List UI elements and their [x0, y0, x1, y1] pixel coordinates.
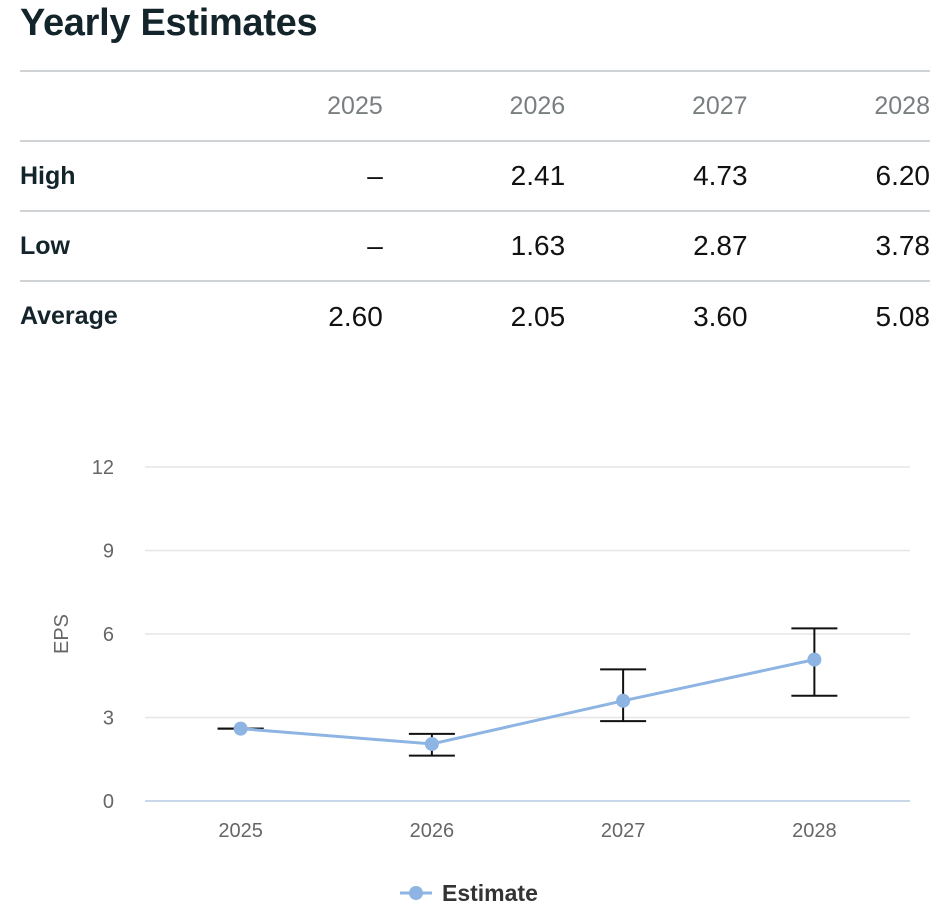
series-layer	[233, 652, 822, 751]
x-tick-label: 2028	[792, 820, 837, 842]
data-point[interactable]	[424, 736, 439, 751]
page-title: Yearly Estimates	[20, 2, 318, 44]
table-cell: –	[367, 160, 383, 191]
error-bar-layer	[217, 627, 838, 757]
row-label: Low	[20, 231, 70, 260]
x-tick-label: 2027	[601, 820, 646, 842]
table-cell: 2.87	[693, 230, 748, 261]
table-cell: 4.73	[693, 160, 748, 191]
y-tick-label: 12	[92, 457, 114, 479]
table-cell: 2.41	[510, 160, 566, 191]
table-header-year: 2026	[509, 91, 566, 120]
table-cell: 6.20	[875, 160, 931, 191]
row-label: High	[20, 161, 76, 190]
eps-chart: 0 3 6 9 12 2025 2026 2027 2028 EPS Estimate	[0, 430, 950, 924]
table-cell: 5.08	[875, 300, 931, 332]
data-point[interactable]	[233, 721, 248, 736]
table-cell: 3.60	[693, 300, 748, 332]
data-point[interactable]	[616, 693, 631, 708]
y-tick-label: 0	[103, 791, 114, 813]
x-tick-layer: 2025 2026 2027 2028	[218, 820, 836, 842]
estimates-table: 2025 2026 2027 2028 High – 2.41 4.73 6.2…	[20, 70, 930, 351]
x-tick-label: 2026	[410, 820, 455, 842]
row-label: Average	[20, 302, 118, 330]
table-row-low: Low – 1.63 2.87 3.78	[20, 211, 930, 281]
x-tick-label: 2025	[218, 820, 263, 842]
series-line-estimate	[239, 658, 816, 746]
y-tick-label: 3	[103, 708, 114, 730]
grid-layer	[145, 466, 910, 802]
legend-label: Estimate	[442, 880, 538, 906]
table-cell: 1.63	[510, 230, 566, 261]
eps-chart-svg: 0 3 6 9 12 2025 2026 2027 2028 EPS Estimate	[51, 457, 910, 906]
y-tick-label: 9	[103, 541, 114, 563]
table-row-high: High – 2.41 4.73 6.20	[20, 141, 930, 211]
y-axis-label: EPS	[51, 614, 73, 654]
y-tick-label: 6	[103, 624, 114, 646]
table-header-label	[20, 71, 200, 141]
y-tick-layer: 0 3 6 9 12	[92, 457, 114, 813]
table-cell: –	[367, 230, 383, 261]
table-cell: 2.05	[510, 300, 566, 332]
legend-marker-icon	[409, 886, 423, 900]
table-header-row: 2025 2026 2027 2028	[20, 71, 930, 141]
table-cell: 2.60	[328, 300, 383, 332]
table-row-average: Average 2.60 2.05 3.60 5.08	[20, 281, 930, 351]
table-header-year: 2025	[327, 91, 383, 120]
data-point[interactable]	[807, 652, 822, 667]
table-header-year: 2028	[874, 91, 930, 120]
table-cell: 3.78	[875, 230, 931, 261]
legend[interactable]: Estimate	[400, 880, 538, 906]
table-header-year: 2027	[691, 91, 748, 120]
